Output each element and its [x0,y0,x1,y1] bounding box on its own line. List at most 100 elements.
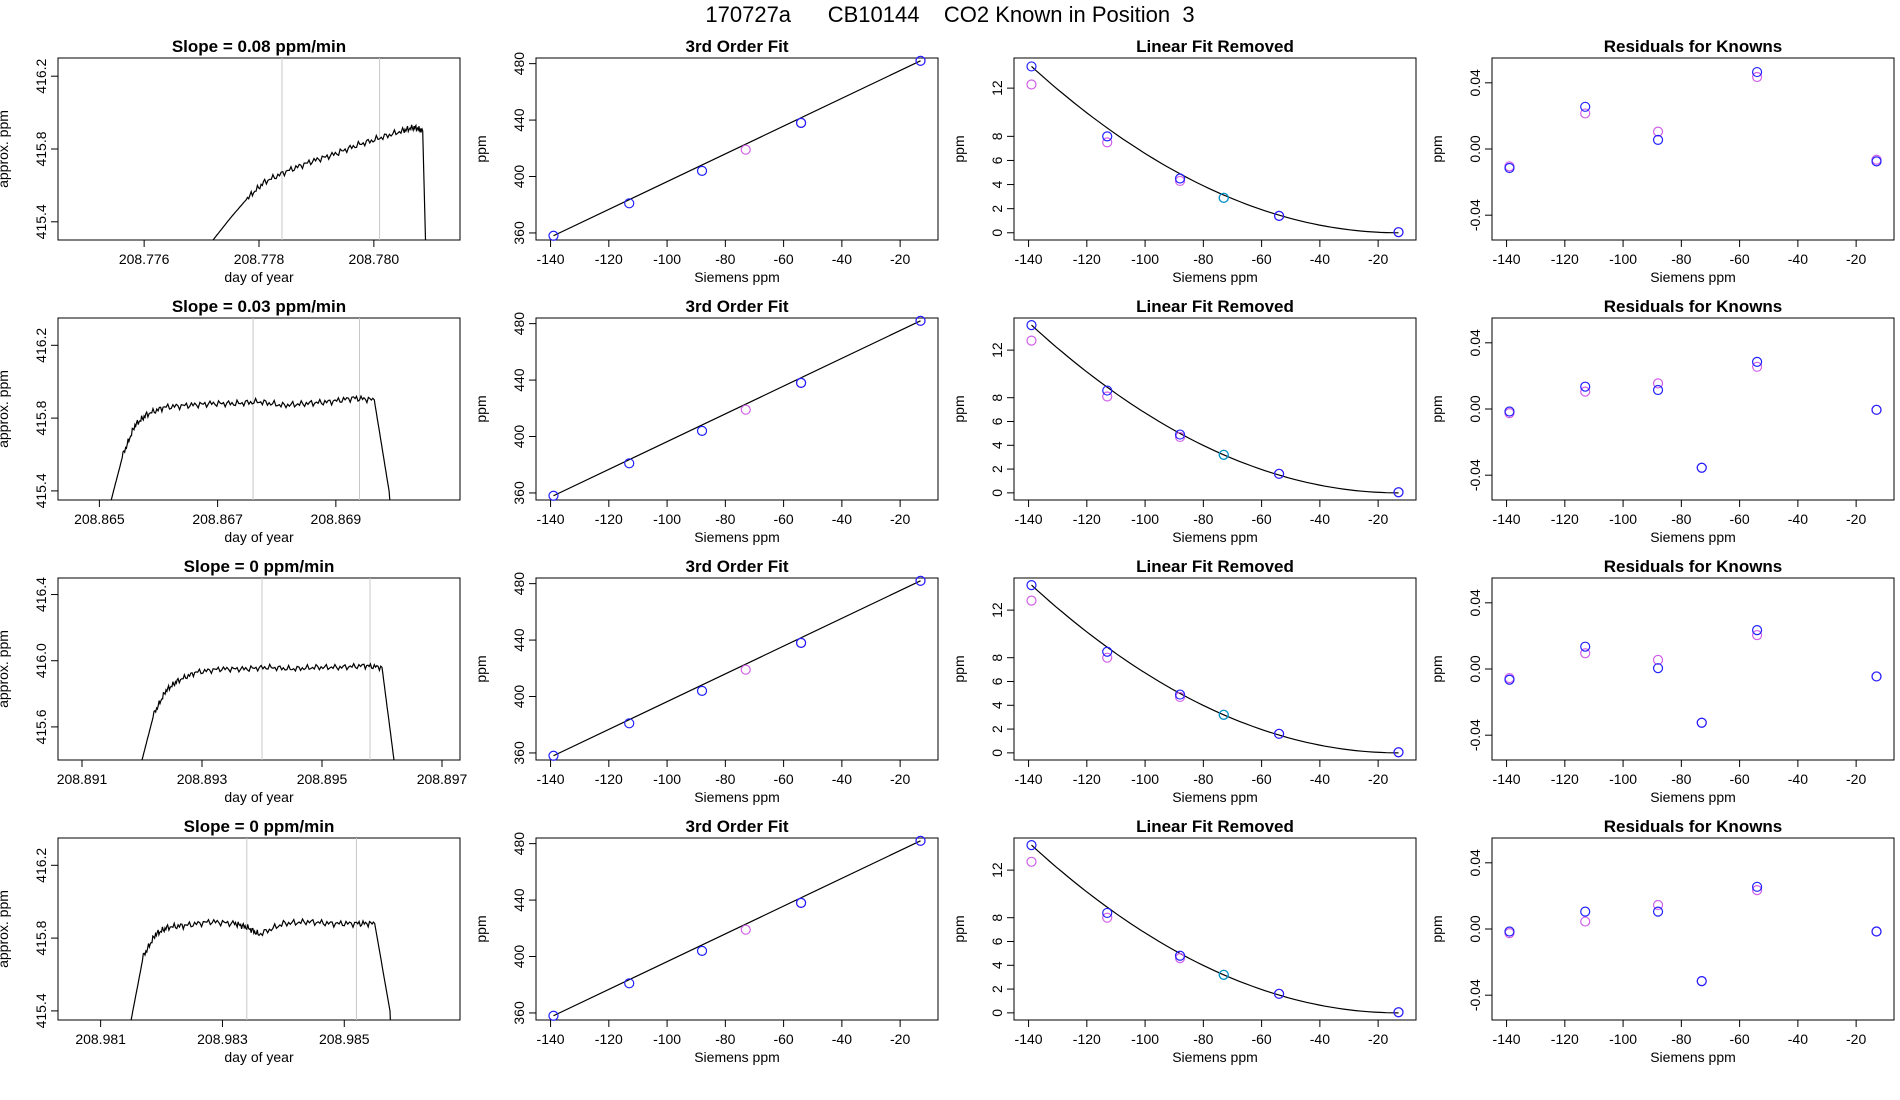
y-tick-label: -0.04 [1467,459,1483,491]
data-area [212,58,427,240]
x-tick-label: -100 [653,511,681,527]
known-point-magenta [1026,856,1037,867]
known-point-blue [1652,134,1664,145]
x-tick-label: -40 [832,511,852,527]
known-point-blue [915,55,926,66]
x-axis-label: Siemens ppm [1172,789,1258,805]
y-axis-label: ppm [1429,655,1445,682]
x-tick-label: -140 [537,1031,565,1047]
plot-frame [1013,57,1417,241]
known-point-magenta [1652,899,1664,911]
x-tick-label: -100 [653,1031,681,1047]
x-tick-label: -20 [890,511,910,527]
known-point-magenta [1580,916,1591,927]
known-point-blue [696,685,708,696]
fit-line [553,580,921,757]
x-tick-label: 208.869 [311,511,362,527]
fit-curve [1031,844,1399,1014]
x-tick-label: -40 [1310,511,1330,527]
x-tick-label: -120 [595,251,623,267]
x-tick-label: 208.897 [417,771,468,787]
y-tick-label: 440 [511,368,527,392]
panel-title: Residuals for Knowns [1604,37,1783,56]
known-point-magenta [1102,912,1113,923]
x-tick-label: -40 [1310,1031,1330,1047]
known-point-cyan [1218,192,1229,203]
panel-12: Residuals for Knowns -140 -120 -100 -80 -60 -4… [1429,37,1895,285]
x-tick-label: -60 [773,251,793,267]
x-tick-label: -40 [832,251,852,267]
x-tick-label: -40 [832,771,852,787]
x-tick-label: -120 [595,1031,623,1047]
data-area [553,320,921,497]
known-point-blue [1751,881,1763,892]
known-point-blue [1504,406,1515,417]
known-point-magenta [740,924,751,935]
x-tick-label: 208.891 [57,771,108,787]
known-point-magenta [1026,595,1037,606]
data-area [1031,324,1399,494]
y-tick-label: 2 [989,985,1005,993]
x-tick-label: -80 [1193,511,1213,527]
panel-title: Residuals for Knowns [1604,297,1783,316]
x-axis-label: day of year [224,269,294,285]
x-tick-label: -80 [1193,1031,1213,1047]
known-point-blue [1504,674,1515,685]
plot-frame [57,577,461,761]
y-tick-label: 0 [989,489,1005,497]
known-point-blue [1504,162,1515,174]
x-tick-label: -60 [1729,251,1749,267]
x-tick-label: 208.776 [119,251,170,267]
x-tick-label: -140 [1015,771,1043,787]
plot-frame [1491,837,1895,1021]
x-tick-label: -120 [1551,511,1579,527]
known-point-blue [1102,131,1113,142]
known-point-magenta [1580,108,1591,119]
fit-curve [1031,324,1399,494]
x-tick-label: -120 [595,771,623,787]
y-axis-label: ppm [951,655,967,682]
page-title: 170727a CB10144 CO2 Known in Position 3 [705,2,1195,27]
x-tick-label: -100 [1609,251,1637,267]
x-axis-label: day of year [224,529,294,545]
x-tick-label: 208.895 [297,771,348,787]
y-tick-label: 0.04 [1467,849,1483,876]
known-point-blue [1696,717,1707,728]
y-tick-label: 440 [511,108,527,132]
known-point-blue [1026,320,1037,331]
x-tick-label: -80 [1671,251,1691,267]
y-tick-label: 0.04 [1467,69,1483,96]
panel-title: Slope = 0 ppm/min [184,817,335,836]
plot-frame [535,577,939,761]
panel-6: 3rd Order Fit -140 -120 -100 -80 -60 -40 -20 360… [473,297,939,545]
panel-title: 3rd Order Fit [686,37,789,56]
y-tick-label: 6 [989,417,1005,425]
known-point-blue [1393,487,1404,498]
panel-title: Slope = 0 ppm/min [184,557,335,576]
x-axis-label: Siemens ppm [1650,789,1736,805]
known-point-blue [624,978,635,989]
y-tick-label: 0.04 [1467,329,1483,356]
panel-8: 3rd Order Fit -140 -120 -100 -80 -60 -40 -20 360… [473,557,939,805]
x-tick-label: -120 [1073,251,1101,267]
y-tick-label: 360 [511,1001,527,1025]
known-point-blue [548,750,559,761]
data-area [141,578,395,760]
x-tick-label: 208.780 [349,251,400,267]
x-tick-label: -20 [1368,511,1388,527]
x-tick-label: -40 [1788,251,1808,267]
y-tick-label: 480 [511,52,527,76]
x-tick-label: -140 [1015,511,1043,527]
x-tick-label: -100 [1609,1031,1637,1047]
y-tick-label: 4 [989,441,1005,449]
known-point-cyan [1218,709,1229,720]
known-point-blue [1580,101,1591,112]
known-point-cyan [1218,969,1229,980]
x-tick-label: 208.983 [197,1031,248,1047]
known-point-blue [548,230,559,241]
known-point-blue [548,1010,559,1021]
fit-line [553,60,921,237]
y-tick-label: 6 [989,156,1005,164]
known-point-blue [1871,926,1882,937]
known-point-magenta [740,144,751,155]
